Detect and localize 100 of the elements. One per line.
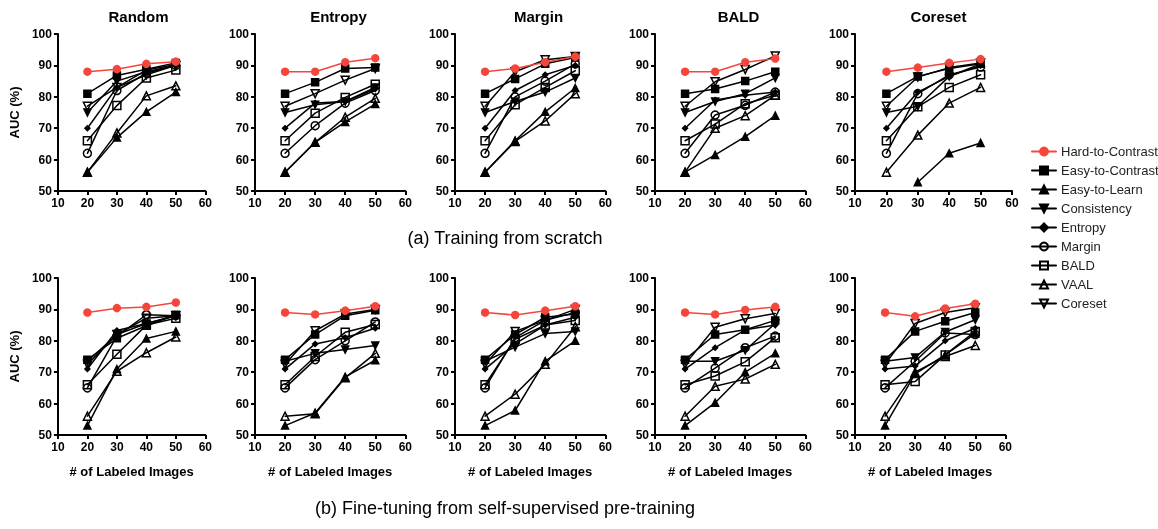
- x-tick-label: 40: [139, 196, 154, 210]
- y-tick-label: 60: [235, 396, 250, 411]
- x-tick-label: 20: [678, 196, 693, 210]
- y-tick-label: 50: [235, 184, 250, 198]
- y-tick-label: 90: [435, 58, 450, 73]
- legend-label: Easy-to-Contrast: [1061, 163, 1158, 178]
- y-tick-label: 60: [235, 152, 250, 167]
- y-tick-label: 70: [38, 365, 53, 380]
- y-tick-label: 100: [31, 271, 53, 285]
- y-tick-label: 70: [835, 365, 850, 380]
- y-tick-label: 80: [635, 333, 650, 348]
- y-tick-label: 80: [38, 89, 53, 104]
- y-tick-label: 100: [428, 27, 450, 41]
- y-tick-label: 80: [235, 89, 250, 104]
- x-tick-label: 20: [678, 440, 693, 454]
- x-tick-label: 20: [80, 196, 95, 210]
- y-tick-label: 60: [38, 152, 53, 167]
- y-tick-label: 100: [628, 27, 650, 41]
- x-tick-label: 30: [911, 196, 925, 210]
- x-tick-label: 50: [768, 196, 783, 210]
- x-tick-label: 60: [398, 196, 413, 210]
- y-tick-label: 100: [228, 27, 250, 41]
- y-tick-label: 70: [435, 121, 450, 136]
- y-tick-label: 60: [38, 396, 53, 411]
- y-tick-label: 90: [235, 58, 250, 73]
- x-tick-label: 50: [568, 440, 583, 454]
- y-tick-label: 60: [635, 396, 650, 411]
- y-tick-label: 70: [235, 121, 250, 136]
- y-tick-label: 80: [635, 89, 650, 104]
- legend-label: Entropy: [1061, 220, 1107, 235]
- legend-label: Consistency: [1061, 201, 1133, 216]
- x-tick-label: 10: [848, 196, 862, 210]
- x-tick-label: 20: [878, 440, 893, 454]
- x-tick-label: 10: [648, 440, 662, 454]
- y-tick-label: 50: [835, 428, 850, 442]
- x-tick-label: 40: [338, 196, 353, 210]
- x-tick-label: 20: [278, 196, 293, 210]
- x-tick-label: 50: [169, 440, 183, 454]
- x-tick-label: 10: [248, 440, 262, 454]
- x-tick-label: 10: [648, 196, 662, 210]
- y-tick-label: 60: [835, 396, 850, 411]
- y-tick-label: 80: [38, 333, 53, 348]
- x-tick-label: 20: [80, 440, 95, 454]
- y-tick-label: 60: [435, 152, 450, 167]
- y-tick-label: 70: [635, 365, 650, 380]
- x-tick-label: 50: [368, 196, 383, 210]
- x-tick-label: 10: [448, 440, 462, 454]
- x-tick-label: 40: [338, 440, 353, 454]
- y-tick-label: 100: [828, 27, 850, 41]
- x-tick-label: 10: [51, 440, 65, 454]
- y-tick-label: 90: [635, 58, 650, 73]
- y-tick-label: 90: [835, 58, 850, 73]
- y-axis-title: AUC (%): [7, 330, 22, 383]
- x-axis-title: # of Labeled Images: [268, 464, 393, 479]
- y-tick-label: 50: [635, 184, 650, 198]
- y-tick-label: 90: [435, 302, 450, 317]
- x-tick-label: 40: [139, 440, 154, 454]
- x-tick-label: 20: [278, 440, 293, 454]
- y-tick-label: 70: [38, 121, 53, 136]
- legend-label: Hard-to-Contrast: [1061, 144, 1158, 159]
- y-tick-label: 80: [235, 333, 250, 348]
- x-tick-label: 20: [478, 196, 493, 210]
- y-tick-label: 90: [38, 302, 53, 317]
- x-tick-label: 30: [110, 440, 124, 454]
- x-tick-label: 60: [598, 196, 613, 210]
- x-axis-title: # of Labeled Images: [668, 464, 793, 479]
- x-tick-label: 60: [1005, 196, 1019, 210]
- y-tick-label: 70: [435, 365, 450, 380]
- y-tick-label: 80: [435, 333, 450, 348]
- x-tick-label: 50: [568, 196, 583, 210]
- x-tick-label: 20: [879, 196, 894, 210]
- x-axis-title: # of Labeled Images: [468, 464, 593, 479]
- x-tick-label: 40: [738, 440, 753, 454]
- y-tick-label: 80: [835, 89, 850, 104]
- y-tick-label: 60: [835, 152, 850, 167]
- x-tick-label: 30: [708, 196, 723, 210]
- x-tick-label: 40: [738, 196, 753, 210]
- x-tick-label: 60: [598, 440, 613, 454]
- y-tick-label: 50: [38, 428, 53, 442]
- y-tick-label: 90: [835, 302, 850, 317]
- y-tick-label: 90: [235, 302, 250, 317]
- y-tick-label: 100: [428, 271, 450, 285]
- y-tick-label: 80: [435, 89, 450, 104]
- x-tick-label: 40: [538, 196, 553, 210]
- chart-title: Entropy: [310, 8, 368, 25]
- y-tick-label: 100: [31, 27, 53, 41]
- chart-title: Coreset: [910, 8, 967, 25]
- x-tick-label: 10: [448, 196, 462, 210]
- y-tick-label: 100: [828, 271, 850, 285]
- chart-title: Margin: [513, 8, 564, 25]
- x-tick-label: 40: [538, 440, 553, 454]
- x-tick-label: 10: [848, 440, 862, 454]
- y-tick-label: 50: [235, 428, 250, 442]
- chart-title: Random: [108, 8, 169, 25]
- x-axis-title: # of Labeled Images: [868, 464, 993, 479]
- legend-label: VAAL: [1061, 277, 1094, 292]
- y-tick-label: 50: [635, 428, 650, 442]
- y-tick-label: 90: [635, 302, 650, 317]
- y-tick-label: 100: [228, 271, 250, 285]
- y-tick-label: 50: [435, 184, 450, 198]
